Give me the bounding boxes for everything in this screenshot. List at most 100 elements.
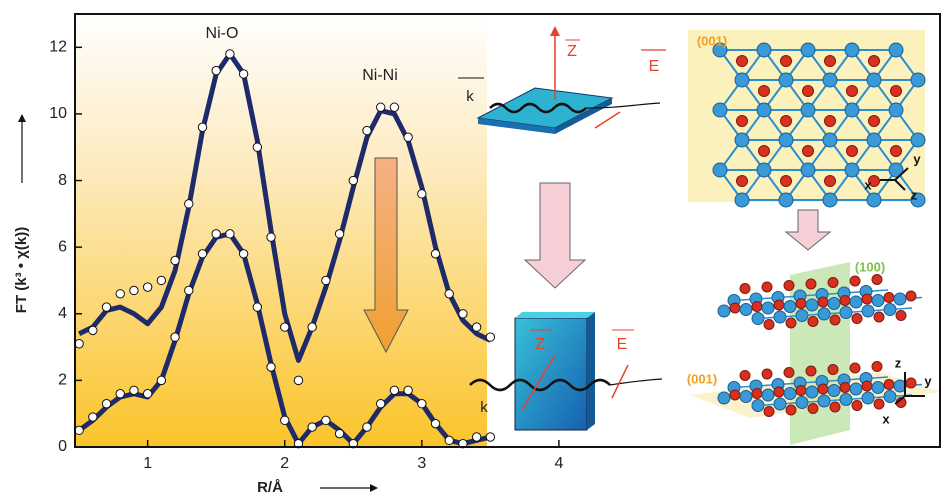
atom-ni xyxy=(757,43,771,57)
atom-o xyxy=(737,176,748,187)
atom-o xyxy=(803,86,814,97)
atom-o xyxy=(796,299,806,309)
fit-point xyxy=(335,429,343,437)
atom-ni xyxy=(784,388,796,400)
atom-o xyxy=(862,294,872,304)
atom-o xyxy=(730,303,740,313)
atom-o xyxy=(852,401,862,411)
atom-o xyxy=(872,275,882,285)
atom-ni xyxy=(757,103,771,117)
atom-o xyxy=(906,291,916,301)
atom-ni xyxy=(752,400,764,412)
fit-point xyxy=(198,123,206,131)
atom-ni xyxy=(850,296,862,308)
fit-point xyxy=(239,250,247,258)
atom-ni xyxy=(806,299,818,311)
fit-point xyxy=(486,333,494,341)
fit-point xyxy=(349,176,357,184)
fit-point xyxy=(226,50,234,58)
atom-o xyxy=(884,380,894,390)
annotation: Ni-O xyxy=(206,25,239,42)
atom-o xyxy=(740,371,750,381)
atom-ni xyxy=(845,103,859,117)
atom-ni xyxy=(867,193,881,207)
atom-ni xyxy=(911,73,925,87)
atom-o xyxy=(786,405,796,415)
fit-point xyxy=(445,290,453,298)
atom-ni xyxy=(718,305,730,317)
x-tick-label: 4 xyxy=(554,455,563,472)
annotation: E xyxy=(649,58,660,75)
annotation: Ni-Ni xyxy=(362,67,398,84)
atom-ni xyxy=(740,391,752,403)
atom-o xyxy=(740,284,750,294)
atom-o xyxy=(869,56,880,67)
atom-o xyxy=(764,407,774,417)
atom-o xyxy=(896,311,906,321)
atom-ni xyxy=(752,313,764,325)
fit-point xyxy=(102,400,110,408)
fit-point xyxy=(431,250,439,258)
atom-ni xyxy=(867,73,881,87)
atom-o xyxy=(840,383,850,393)
atom-o xyxy=(784,281,794,291)
atom-o xyxy=(825,176,836,187)
fit-point xyxy=(390,103,398,111)
atom-ni xyxy=(840,394,852,406)
fit-point xyxy=(308,323,316,331)
atom-o xyxy=(759,86,770,97)
y-tick-label: 2 xyxy=(58,372,67,389)
y-arrow-head xyxy=(18,114,26,122)
x-tick-label: 1 xyxy=(143,455,152,472)
fit-point xyxy=(157,276,165,284)
slab-vertical xyxy=(470,312,662,430)
atom-o xyxy=(808,404,818,414)
atom-ni xyxy=(779,133,793,147)
fit-point xyxy=(185,200,193,208)
figure: R/Å FT (k³ • χ(k)) 0246810121234Ni-ONi-N… xyxy=(0,0,942,495)
atom-ni xyxy=(862,305,874,317)
atom-o xyxy=(825,116,836,127)
fit-point xyxy=(212,66,220,74)
fit-point xyxy=(75,340,83,348)
atom-ni xyxy=(818,308,830,320)
atom-o xyxy=(850,363,860,373)
atom-o xyxy=(806,366,816,376)
atom-o xyxy=(730,390,740,400)
atom-ni xyxy=(850,383,862,395)
atom-ni xyxy=(735,73,749,87)
atom-ni xyxy=(884,391,896,403)
atom-o xyxy=(803,146,814,157)
atom-o xyxy=(784,368,794,378)
fit-point xyxy=(486,433,494,441)
y-tick-label: 8 xyxy=(58,172,67,189)
annotation: y xyxy=(924,373,932,388)
atom-o xyxy=(781,176,792,187)
x-tick-label: 2 xyxy=(280,455,289,472)
annotation: (001) xyxy=(687,371,717,386)
y-axis-label: FT (k³ • χ(k)) xyxy=(13,227,30,313)
fit-point xyxy=(171,333,179,341)
fit-point xyxy=(281,416,289,424)
fit-point xyxy=(198,250,206,258)
x-tick-label: 3 xyxy=(417,455,426,472)
atom-ni xyxy=(889,43,903,57)
x-arrow-head xyxy=(370,484,378,492)
atom-o xyxy=(847,86,858,97)
atom-ni xyxy=(784,301,796,313)
fit-point xyxy=(294,376,302,384)
annotation: x xyxy=(882,411,890,426)
fit-point xyxy=(418,190,426,198)
atom-ni xyxy=(762,389,774,401)
atom-o xyxy=(830,315,840,325)
atom-o xyxy=(847,146,858,157)
atom-ni xyxy=(894,293,906,305)
fit-point xyxy=(212,230,220,238)
atom-o xyxy=(796,386,806,396)
fit-point xyxy=(253,303,261,311)
atom-ni xyxy=(774,311,786,323)
fit-point xyxy=(143,283,151,291)
atom-ni xyxy=(735,133,749,147)
fit-point xyxy=(89,413,97,421)
annotation: z xyxy=(895,355,902,370)
